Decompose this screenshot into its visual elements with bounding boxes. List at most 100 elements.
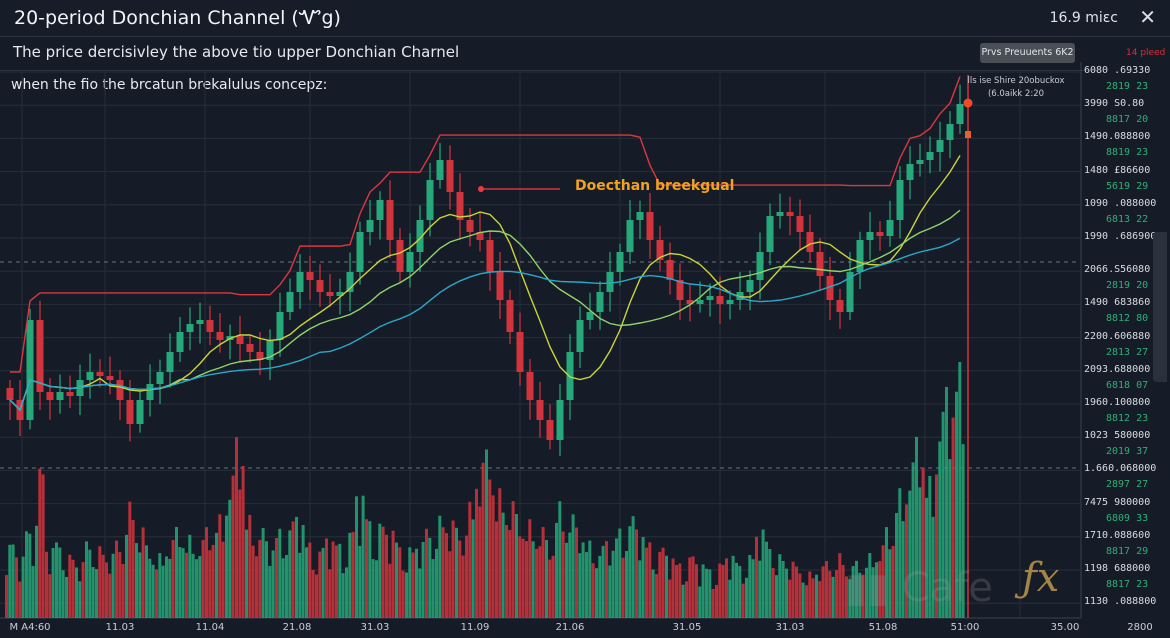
candle-body [526,372,534,400]
y-tick-sublabel: 6818 07 [1106,379,1149,391]
volume-bar [675,565,678,618]
volume-bar [401,570,405,618]
volume-bar [415,548,418,618]
candle-body [46,392,54,400]
volume-bar [748,555,752,618]
x-tick-label: 51:00 [950,622,980,633]
volume-bar [528,519,532,618]
y-tick-sublabel: 8817 23 [1106,579,1149,590]
annotation-dot [478,186,484,192]
volume-bar [598,555,602,618]
close-icon[interactable]: ✕ [1139,5,1156,29]
volume-bar [708,569,712,618]
y-tick-label: 2200.606880 [1084,330,1151,342]
candle-body [346,272,354,292]
volume-bar [85,541,88,618]
volume-bar [411,552,415,618]
candle-body [646,212,654,240]
candle-body [466,220,474,232]
candle-body [826,276,834,300]
y-tick-label: 2066.S56080 [1084,264,1151,276]
volume-bar [841,564,845,618]
candle-body [916,160,924,164]
volume-bar [338,543,342,618]
candle-body [486,240,494,272]
candle-body [546,420,554,440]
volume-bar [961,444,965,618]
volume-bar [138,552,142,618]
volume-bar [638,560,642,618]
volume-bar [768,549,772,618]
volume-bar [521,538,525,618]
y-tick-sublabel: 8817 29 [1106,545,1149,557]
volume-bar [288,530,292,618]
volume-bar [835,570,838,618]
x-tick-label: 51.08 [868,622,898,633]
y-tick-label: 1090 .088000 [1084,197,1157,209]
volume-bar [735,562,738,618]
volume-bar [435,548,438,618]
volume-bar [15,557,18,618]
candle-body [786,212,794,216]
candle-body [736,292,744,300]
candle-body [816,252,824,276]
candle-body [566,352,574,400]
volume-bar [495,521,498,618]
volume-bar [868,553,872,618]
volume-bar [715,584,718,618]
volume-bar [951,417,955,618]
volume-bar [591,563,595,618]
volume-bar [301,525,305,618]
volume-bar [361,495,365,618]
volume-bar [678,563,682,618]
volume-bar [481,462,485,618]
candle-body [496,272,504,300]
volume-bar [445,533,448,618]
volume-bar [28,533,32,618]
volume-bar [515,514,518,618]
volume-bar [721,564,725,618]
volume-bar [188,534,192,618]
volume-bar [551,555,555,618]
volume-bar [718,563,722,618]
volume-bar [335,545,338,618]
volume-bar [145,545,148,618]
volume-bar [511,501,515,618]
volume-bar [368,521,372,618]
volume-bar [665,555,668,618]
volume-bar [695,564,698,618]
volume-bar [298,552,302,618]
watermark-text: Cafe [901,565,993,611]
volume-bar [821,566,825,618]
volume-bar [318,551,322,618]
candle-body [946,124,954,140]
preset-button[interactable]: Prvs Preuuents 6K2 [980,43,1075,63]
candle-body [856,240,864,272]
volume-bar [155,569,158,618]
ma-blue-line [9,237,961,412]
volume-bar [801,582,805,618]
volume-bar [855,560,858,618]
volume-bar [538,546,542,618]
volume-bar [475,488,478,618]
candle-body [146,384,154,400]
volume-bar [788,579,792,618]
y-tick-sublabel: 8812 80 [1106,313,1149,325]
volume-bar [321,547,325,618]
x-tick-label: 11.04 [195,622,225,633]
candle-body [6,388,14,400]
side-panel-tab[interactable] [1153,232,1167,382]
candle-body [606,272,614,292]
volume-bar [165,556,168,618]
candle-body [576,320,584,352]
volume-bar [158,553,162,618]
candle-body [96,372,104,376]
volume-bar [628,526,632,618]
y-tick-sublabel: 2019 37 [1106,446,1149,458]
volume-bar [398,547,402,618]
timeframe-label[interactable]: 16.9 miɛc [1049,10,1118,26]
volume-bar [265,541,268,618]
volume-bar [185,552,188,618]
volume-bar [408,547,412,618]
